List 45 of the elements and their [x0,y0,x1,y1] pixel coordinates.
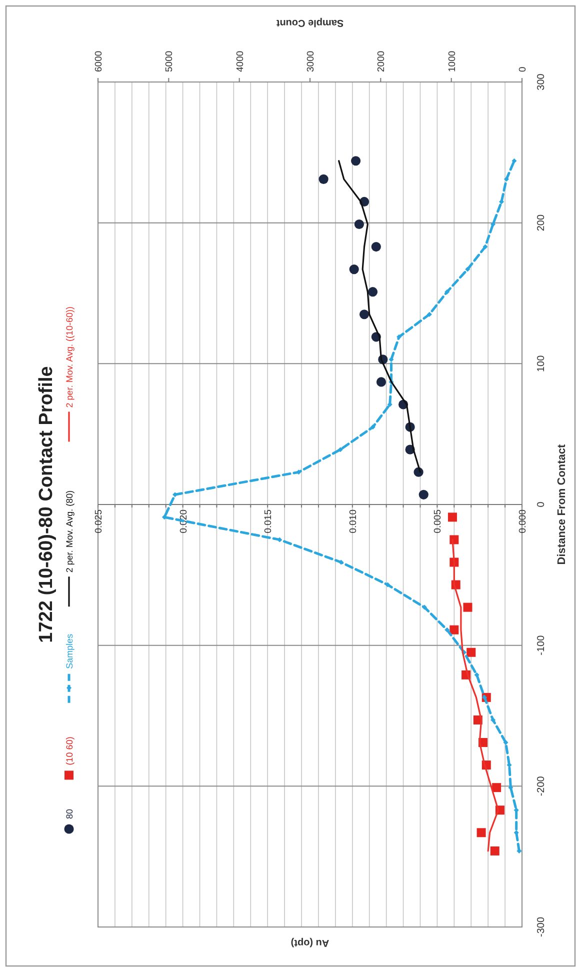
point [368,287,378,297]
point [463,602,472,612]
y-tick-label: -200 [536,776,547,796]
text: Samples [64,633,74,669]
point [466,648,476,657]
point [354,219,364,230]
point [359,310,370,320]
point [492,783,502,792]
x2-tick-label: 4000 [234,50,246,72]
x2-tick-label: 1000 [446,50,458,72]
text: 80 [64,808,74,819]
y-tick-label: -300 [536,916,547,938]
text: 2 per. Mov. Avg. ((10-60)) [64,306,74,408]
point [418,490,428,500]
x2-tick-label: 5000 [164,50,176,72]
point [371,242,381,252]
point [350,156,361,166]
point [490,846,500,856]
text: 1722 (10-60)-80 Contact Profile [36,366,57,643]
text: 2 per. Mov. Avg. (80) [64,490,74,573]
point [450,625,459,634]
x-tick-label: 0.025 [94,510,104,534]
x-tick-label: 0.005 [432,510,444,534]
y-tick-label: -100 [536,634,547,656]
point [450,535,459,544]
point [376,377,386,387]
y-tick-label: 300 [536,73,547,90]
y-tick-label: 200 [536,214,547,232]
y-axis-title: Distance From Contact [556,444,568,565]
x2-tick-label: 2000 [376,50,388,72]
x2-axis-title: Sample Count [276,17,344,28]
x2-tick-label: 3000 [306,50,316,72]
x-tick-label: 0.000 [518,510,528,534]
y-tick-label: 0 [536,501,547,508]
text: (10 60) [64,736,74,766]
x2-tick-label: 6000 [94,50,104,72]
x-tick-label: 0.010 [348,510,359,534]
y-tick-label: 100 [536,354,547,372]
x2-tick-label: 0 [518,66,528,72]
point [318,174,328,184]
point [349,264,359,274]
point [448,512,457,522]
point [476,828,486,838]
x-tick-label: 0.015 [263,510,274,534]
x-axis-title: Au (opt) [290,937,330,948]
